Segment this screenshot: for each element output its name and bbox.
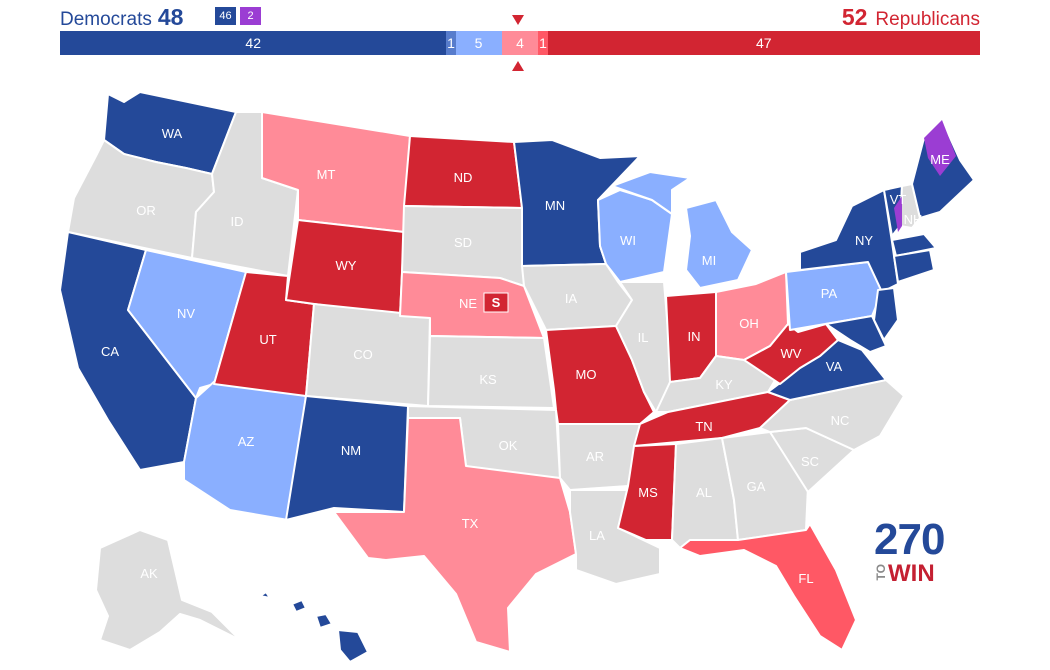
state-label-ny: NY: [855, 233, 873, 248]
state-label-az: AZ: [238, 434, 255, 449]
democrats-label: Democrats: [60, 9, 152, 30]
democrats-header: Democrats 48: [60, 4, 183, 31]
state-az[interactable]: [183, 379, 307, 521]
state-wv[interactable]: [743, 323, 839, 385]
state-nj[interactable]: [873, 287, 899, 341]
state-label-ne: NE: [459, 296, 477, 311]
state-ks[interactable]: [427, 335, 555, 409]
state-label-wv: WV: [781, 346, 802, 361]
state-label-wy: WY: [336, 258, 357, 273]
democrats-total: 48: [157, 4, 184, 30]
logo-win-text: WIN: [888, 560, 935, 587]
logo-270-text: 270: [874, 515, 945, 564]
seat-bar-segment[interactable]: 1: [538, 31, 548, 55]
state-label-ne-s: S: [492, 295, 501, 310]
dem-badge[interactable]: 46: [215, 7, 236, 25]
state-label-mi: MI: [702, 253, 716, 268]
seat-bar-segment[interactable]: 42: [60, 31, 447, 55]
state-label-co: CO: [353, 347, 373, 362]
state-mi[interactable]: [611, 171, 753, 289]
state-label-nd: ND: [454, 170, 473, 185]
republicans-header: 52 Republicans: [842, 4, 980, 31]
state-label-va: VA: [826, 359, 843, 374]
state-labels: WA OR CA ID NV AZ UT MT WY CO NM ND SD NE KS OK TX MN IA MO…: [101, 126, 950, 654]
state-ct-ri[interactable]: [893, 249, 935, 283]
state-label-in: IN: [688, 329, 701, 344]
seat-bar-segment[interactable]: 47: [547, 31, 980, 55]
state-label-fl: FL: [798, 571, 813, 586]
state-label-ky: KY: [715, 377, 733, 392]
seat-bar-segment[interactable]: 5: [455, 31, 502, 55]
state-label-or: OR: [136, 203, 156, 218]
republicans-label: Republicans: [875, 9, 980, 30]
state-label-nm: NM: [341, 443, 361, 458]
state-label-nh: NH: [904, 212, 923, 227]
270towin-logo: 270 TO WIN: [874, 515, 945, 588]
vt-independent-stripe: [894, 196, 902, 232]
state-label-la: LA: [589, 528, 605, 543]
state-label-wa: WA: [162, 126, 183, 141]
state-label-pa: PA: [821, 286, 838, 301]
state-label-mt: MT: [317, 167, 336, 182]
state-label-tn: TN: [695, 419, 712, 434]
state-label-hi: HI: [316, 639, 329, 654]
independent-badge[interactable]: 2: [240, 7, 261, 25]
state-label-tx: TX: [462, 516, 479, 531]
majority-marker-top-icon: [512, 15, 524, 25]
state-nm[interactable]: [285, 395, 409, 521]
state-fl[interactable]: [679, 523, 857, 651]
seat-count-bar: 42 1 5 4 1 47: [60, 31, 980, 55]
state-label-nc: NC: [831, 413, 850, 428]
state-ma[interactable]: [891, 233, 937, 257]
ne-special-badge: S: [483, 292, 509, 313]
state-label-id: ID: [231, 214, 244, 229]
state-label-mo: MO: [576, 367, 597, 382]
state-label-ok: OK: [499, 438, 518, 453]
state-nc[interactable]: [759, 379, 905, 451]
state-label-ms: MS: [638, 485, 658, 500]
state-ak[interactable]: [95, 529, 241, 651]
state-label-sd: SD: [454, 235, 472, 250]
state-label-nv: NV: [177, 306, 195, 321]
me-independent-stripe: [924, 120, 956, 176]
state-label-ia: IA: [565, 291, 578, 306]
state-label-oh: OH: [739, 316, 759, 331]
seat-bar-segment[interactable]: 4: [501, 31, 539, 55]
state-label-ca: CA: [101, 344, 119, 359]
state-label-me: ME: [930, 152, 950, 167]
state-label-ga: GA: [747, 479, 766, 494]
state-ar[interactable]: [557, 423, 641, 491]
state-label-ar: AR: [586, 449, 604, 464]
republicans-total: 52: [841, 4, 868, 30]
state-label-vt: VT: [890, 192, 907, 207]
majority-marker-bottom-icon: [512, 61, 524, 71]
state-label-mn: MN: [545, 198, 565, 213]
logo-to-text: TO: [874, 564, 888, 581]
state-md-de[interactable]: [825, 315, 887, 353]
state-label-il: IL: [638, 330, 649, 345]
seat-bar-segment[interactable]: 1: [446, 31, 456, 55]
state-label-ut: UT: [259, 332, 276, 347]
state-hi[interactable]: [259, 591, 369, 663]
state-label-al: AL: [696, 485, 712, 500]
state-label-wi: WI: [620, 233, 636, 248]
state-tx[interactable]: [333, 417, 577, 653]
state-label-ak: AK: [140, 566, 158, 581]
state-label-ks: KS: [479, 372, 497, 387]
state-label-sc: SC: [801, 454, 819, 469]
